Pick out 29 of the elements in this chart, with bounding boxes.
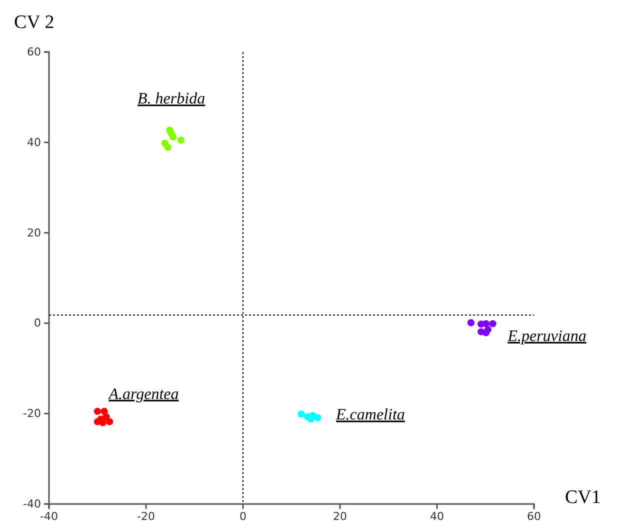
point [314, 414, 322, 422]
x-tick-label: 0 [240, 510, 246, 523]
y-tick-label: 60 [27, 46, 41, 59]
y-tick-label: 20 [27, 226, 41, 240]
y-tick-label: -20 [23, 407, 41, 420]
series-label: A.argentea [108, 386, 179, 403]
point [106, 418, 114, 426]
y-tick-label: -40 [23, 498, 41, 511]
point [177, 136, 184, 144]
point [482, 320, 490, 328]
x-tick-label: -20 [137, 510, 155, 523]
point [489, 320, 496, 328]
x-axis-title: CV1 [565, 487, 601, 508]
point [164, 144, 172, 151]
series-label: E.camelita [335, 406, 405, 424]
y-tick-label: 40 [27, 136, 41, 149]
y-tick-label: 0 [34, 316, 41, 330]
point [94, 408, 102, 415]
series-label: E.peruviana [506, 328, 586, 345]
x-tick-label: 20 [333, 510, 347, 523]
series-label: B. herbida [138, 90, 206, 108]
x-tick-label: -40 [40, 510, 58, 523]
x-tick-label: 40 [430, 510, 444, 523]
point [170, 133, 177, 141]
x-tick-label: 60 [527, 510, 541, 523]
point [298, 410, 305, 418]
point [467, 319, 475, 326]
point [482, 329, 490, 336]
y-axis-title: CV 2 [14, 12, 54, 33]
